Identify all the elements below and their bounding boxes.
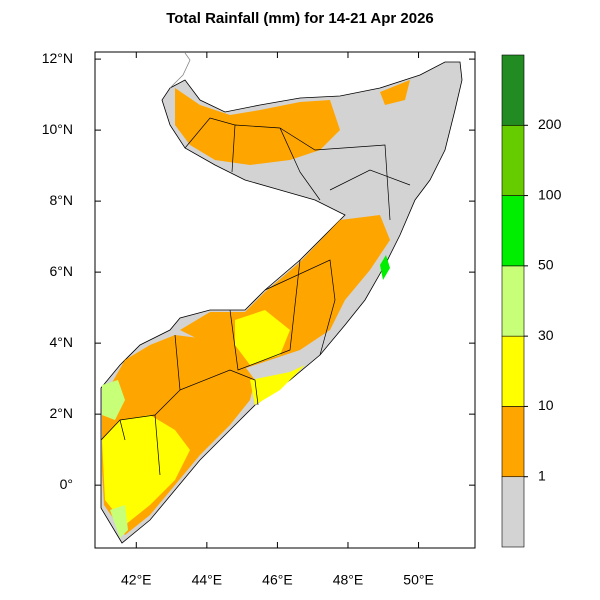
rain-50mm bbox=[110, 505, 128, 538]
x-tick-label: 50°E bbox=[403, 572, 434, 588]
rain-10mm bbox=[380, 80, 410, 105]
colorbar-box bbox=[501, 265, 525, 337]
colorbar-box bbox=[501, 406, 525, 478]
neighbour-border bbox=[169, 52, 191, 89]
colorbar-label: 100 bbox=[538, 186, 562, 202]
map-title: Total Rainfall (mm) for 14-21 Apr 2026 bbox=[166, 10, 434, 27]
rain-30mm bbox=[235, 310, 290, 365]
colorbar-box bbox=[501, 476, 525, 548]
rain-30mm bbox=[250, 365, 305, 405]
x-tick-label: 48°E bbox=[333, 572, 364, 588]
y-tick-label: 10°N bbox=[42, 121, 73, 137]
y-tick-label: 0° bbox=[60, 476, 73, 492]
rain-100mm bbox=[380, 255, 390, 280]
x-tick-label: 44°E bbox=[192, 572, 223, 588]
y-tick-label: 2°N bbox=[50, 405, 74, 421]
y-tick-label: 4°N bbox=[50, 334, 74, 350]
rain-10mm bbox=[160, 370, 240, 425]
rain-30mm bbox=[102, 415, 190, 525]
colorbar-box bbox=[501, 335, 525, 407]
colorbar-box bbox=[501, 124, 525, 196]
colorbar-label: 30 bbox=[538, 327, 554, 343]
map-frame bbox=[94, 51, 476, 549]
colorbar-box bbox=[501, 195, 525, 267]
region-borders bbox=[100, 117, 411, 476]
x-tick-label: 42°E bbox=[121, 572, 152, 588]
y-tick-label: 12°N bbox=[42, 50, 73, 66]
colorbar-label: 10 bbox=[538, 397, 554, 413]
colorbar-label: 50 bbox=[538, 257, 554, 273]
map-land bbox=[100, 52, 463, 544]
colorbar-box bbox=[501, 54, 525, 126]
y-tick-label: 6°N bbox=[50, 263, 74, 279]
rain-50mm bbox=[102, 380, 125, 420]
x-tick-label: 46°E bbox=[262, 572, 293, 588]
colorbar-label: 1 bbox=[538, 467, 546, 483]
y-tick-label: 8°N bbox=[50, 192, 74, 208]
colorbar-label: 200 bbox=[538, 116, 562, 132]
